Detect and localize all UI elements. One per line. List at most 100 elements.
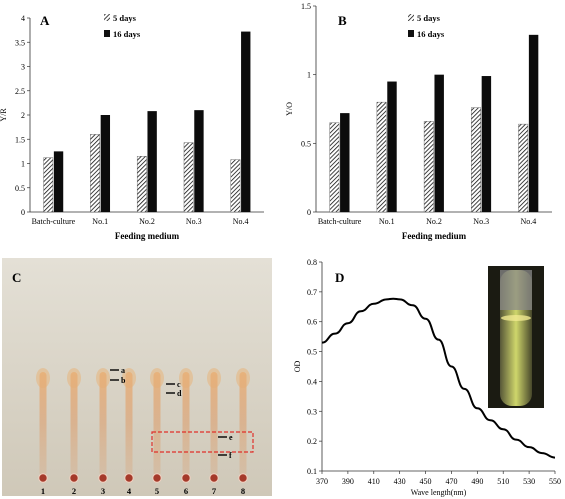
bar-16-days xyxy=(387,81,397,213)
bar-5-days xyxy=(329,122,340,213)
bar-16-days xyxy=(194,110,204,212)
x-tick-label: No.4 xyxy=(233,217,249,226)
bar-5-days xyxy=(376,101,387,213)
x-tick-label: No.1 xyxy=(92,217,108,226)
panel-b-bar-chart: B 5 days 16 days 0 0.5 1 1.5 Y/O Batch-cultur… xyxy=(285,2,552,241)
tube-cap xyxy=(500,270,532,310)
panel-b-letter: B xyxy=(338,13,347,28)
sample-spot xyxy=(38,473,48,483)
bar-16-days xyxy=(481,76,492,212)
band-letter-label: f xyxy=(229,451,232,460)
sample-spot xyxy=(98,473,108,483)
lane-streak xyxy=(153,372,161,476)
x-tick-label: No.4 xyxy=(521,217,537,226)
panel-a-bar-chart: A 5 days 16 days 0 0.5 1 1.5 2 2.5 3 3.5 4 Y/R Bat… xyxy=(0,13,264,241)
legend-hatch-swatch xyxy=(104,14,110,21)
lane-number-label: 8 xyxy=(241,486,245,496)
lane-number-label: 6 xyxy=(184,486,188,496)
x-tick-label: No.3 xyxy=(186,217,202,226)
bar-16-days xyxy=(53,151,64,212)
lane-streak xyxy=(39,372,47,476)
y-tick-label: 0.3 xyxy=(307,407,317,416)
tlc-lane: 7 xyxy=(207,368,221,496)
lane-number-label: 2 xyxy=(72,486,76,496)
y-tick-label: 3 xyxy=(21,63,25,72)
legend-solid-swatch xyxy=(408,30,414,37)
y-tick-label: 0.5 xyxy=(301,139,311,148)
tlc-lane: 2 xyxy=(67,368,81,496)
sample-spot xyxy=(209,473,219,483)
x-tick-label: Batch-culture xyxy=(32,217,76,226)
y-tick-label: 1.5 xyxy=(15,135,25,144)
x-tick-label: 390 xyxy=(342,477,354,486)
tlc-lane: 3 xyxy=(96,368,110,496)
bar-16-days xyxy=(241,31,251,212)
lane-number-label: 1 xyxy=(41,486,45,496)
legend-hatch-swatch xyxy=(408,14,414,21)
band-marker: c xyxy=(166,380,181,389)
legend-series-1-label: 5 days xyxy=(417,13,441,23)
y-tick-label: 0.5 xyxy=(307,348,317,357)
y-tick-label: 0 xyxy=(307,208,311,217)
lane-number-label: 5 xyxy=(155,486,159,496)
y-tick-label: 0.1 xyxy=(307,467,317,476)
x-tick-label: Batch-culture xyxy=(318,217,362,226)
sample-spot xyxy=(69,473,79,483)
lane-streak xyxy=(70,372,78,476)
y-tick-label: 0.7 xyxy=(307,288,317,297)
panel-b-legend: 5 days 16 days xyxy=(408,13,445,39)
sample-spot xyxy=(152,473,162,483)
y-tick-label: 4 xyxy=(21,14,25,23)
legend-solid-swatch xyxy=(104,30,110,37)
bar-5-days xyxy=(518,123,529,213)
panel-c-letter: C xyxy=(12,270,21,285)
x-tick-label: 430 xyxy=(394,477,406,486)
band-marker: d xyxy=(166,389,182,398)
bar-5-days xyxy=(43,157,54,213)
y-tick-label: 3.5 xyxy=(15,38,25,47)
x-axis-title: Feeding medium xyxy=(402,231,467,241)
x-tick-label: No.3 xyxy=(473,217,489,226)
sample-spot xyxy=(124,473,134,483)
y-tick-label: 0.2 xyxy=(307,437,317,446)
x-tick-label: 530 xyxy=(523,477,535,486)
x-tick-label: 490 xyxy=(471,477,483,486)
x-tick-label: No.1 xyxy=(379,217,395,226)
bar-5-days xyxy=(230,159,241,213)
x-tick-label: 550 xyxy=(549,477,561,486)
lane-streak xyxy=(210,372,218,476)
bar-5-days xyxy=(423,121,434,213)
band-marker: f xyxy=(218,451,232,460)
y-tick-label: 1 xyxy=(21,160,25,169)
liquid-surface xyxy=(501,315,531,321)
bar-16-days xyxy=(100,115,111,212)
tlc-lanes: 1 2 3 4 5 6 7 8 xyxy=(36,368,250,496)
panel-d-letter: D xyxy=(335,270,344,285)
band-letter-label: b xyxy=(121,376,126,385)
x-tick-label: 470 xyxy=(445,477,457,486)
legend-series-2-label: 16 days xyxy=(113,29,141,39)
bar-16-days xyxy=(434,74,444,213)
y-tick-label: 2.5 xyxy=(15,87,25,96)
band-marker: a xyxy=(110,366,125,375)
sample-spot xyxy=(238,473,248,483)
bar-5-days xyxy=(183,142,194,213)
panel-c-tlc-plate: C 1 2 3 4 5 6 7 8 ab cd ef xyxy=(2,258,272,496)
band-marker: e xyxy=(218,433,233,442)
band-letter-label: c xyxy=(177,380,181,389)
tlc-lane: 4 xyxy=(122,368,136,496)
tlc-lane: 6 xyxy=(179,368,193,496)
panel-d-line-chart: D 0.1 0.2 0.3 0.4 0.5 0.6 0.7 0.8 370 390 410 430 45… xyxy=(293,258,561,497)
y-tick-label: 2 xyxy=(21,111,25,120)
lane-streak xyxy=(125,372,133,476)
sample-spot xyxy=(181,473,191,483)
bar-5-days xyxy=(90,134,100,213)
tlc-lane: 1 xyxy=(36,368,50,496)
y-tick-label: 0.4 xyxy=(307,377,317,386)
bar-16-days xyxy=(147,111,157,212)
y-tick-label: 1.5 xyxy=(301,2,311,11)
bar-16-days xyxy=(528,34,539,213)
y-tick-label: 0 xyxy=(21,208,25,217)
absorbance-curve xyxy=(321,297,556,459)
